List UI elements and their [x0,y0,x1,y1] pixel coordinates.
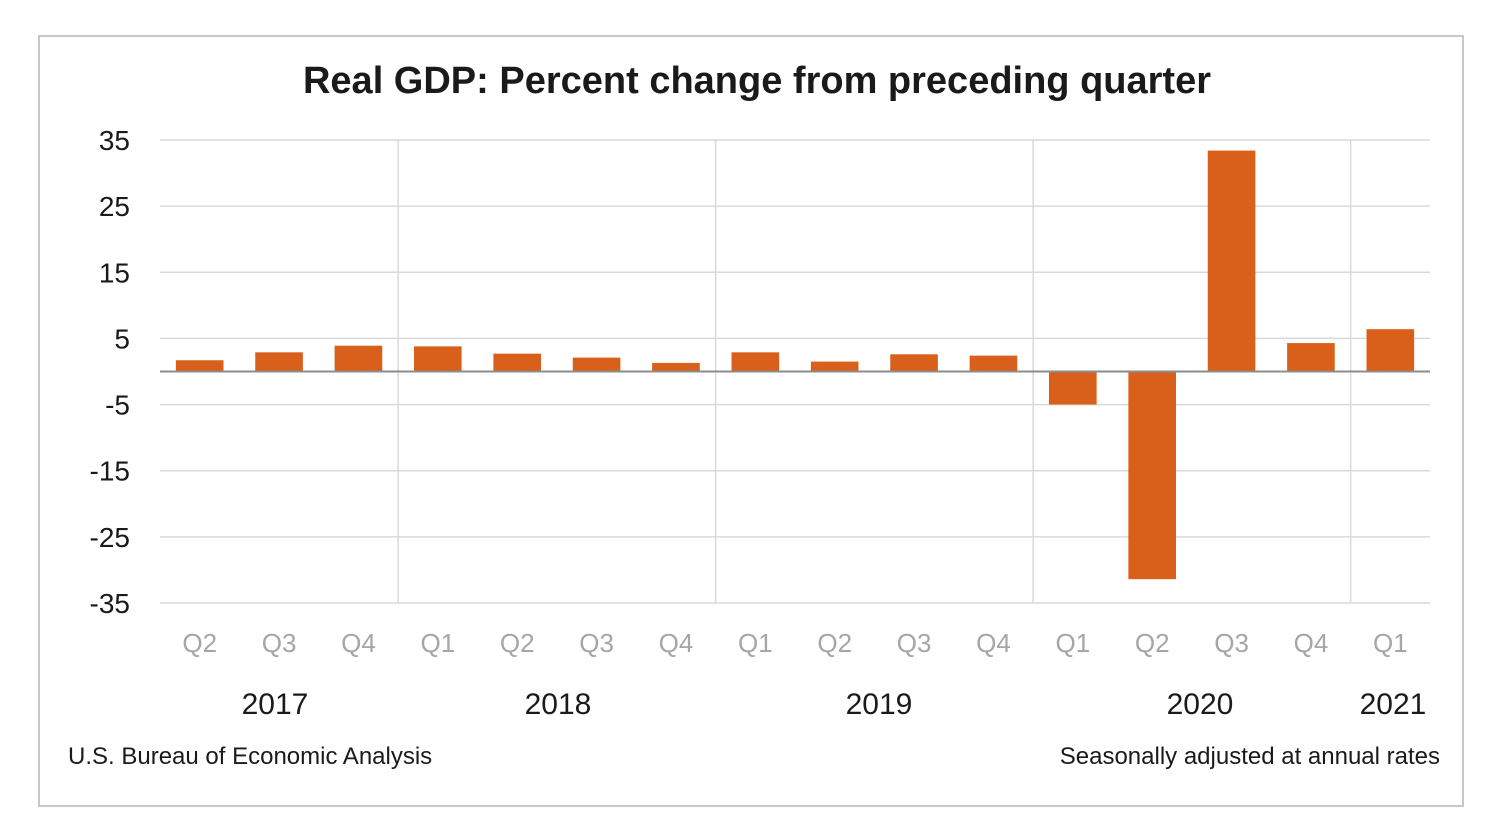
bar [1287,343,1335,372]
bar [175,360,224,372]
bar [1207,150,1256,372]
y-axis-ticks: 35 25 15 5 -5 -15 -25 -35 [90,125,130,619]
x-tick-label: Q2 [817,628,852,658]
bar [731,352,780,372]
x-tick-label: Q4 [341,628,376,658]
bar [890,354,938,372]
x-tick-label: Q1 [1055,628,1090,658]
bar-series [160,150,1430,580]
bar [969,355,1018,372]
y-tick-label: -15 [90,456,130,487]
bar [414,346,462,372]
bar [810,361,859,372]
year-label: 2020 [1167,688,1234,721]
x-tick-label: Q4 [976,628,1011,658]
year-label: 2017 [242,688,309,721]
bar [1049,371,1097,405]
x-tick-label: Q1 [420,628,455,658]
x-tick-label: Q3 [579,628,614,658]
bar [334,345,383,372]
x-tick-label: Q2 [500,628,535,658]
x-tick-label: Q1 [1373,628,1408,658]
y-tick-label: -25 [90,522,130,553]
bar [255,352,303,372]
note-label: Seasonally adjusted at annual rates [1060,743,1440,770]
x-tick-label: Q3 [1214,628,1249,658]
x-axis-ticks: Q2 Q3 Q4 Q1 Q2 Q3 Q4 Q1 Q2 Q3 Q4 Q1 Q2 Q3 Q4 Q1 [182,628,1407,658]
bar [1128,371,1176,580]
year-label: 2018 [525,688,592,721]
year-label: 2019 [846,688,913,721]
bar [1366,329,1415,372]
x-tick-label: Q4 [1294,628,1329,658]
chart-title: Real GDP: Percent change from preceding … [303,60,1211,102]
x-tick-label: Q2 [182,628,217,658]
y-tick-label: 15 [99,257,130,288]
x-tick-label: Q4 [659,628,694,658]
y-tick-label: -5 [105,390,130,421]
y-tick-label: 35 [99,125,130,156]
y-tick-label: 5 [114,323,130,354]
x-tick-label: Q3 [897,628,932,658]
year-labels: 2017 2018 2019 2020 2021 [242,688,1427,721]
y-tick-label: 25 [99,191,130,222]
x-tick-label: Q1 [738,628,773,658]
year-label: 2021 [1360,688,1427,721]
bar [652,362,700,372]
source-label: U.S. Bureau of Economic Analysis [68,743,432,770]
bar [493,353,541,372]
y-tick-label: -35 [90,588,130,619]
x-tick-label: Q3 [262,628,297,658]
bar [572,357,621,372]
x-tick-label: Q2 [1135,628,1170,658]
